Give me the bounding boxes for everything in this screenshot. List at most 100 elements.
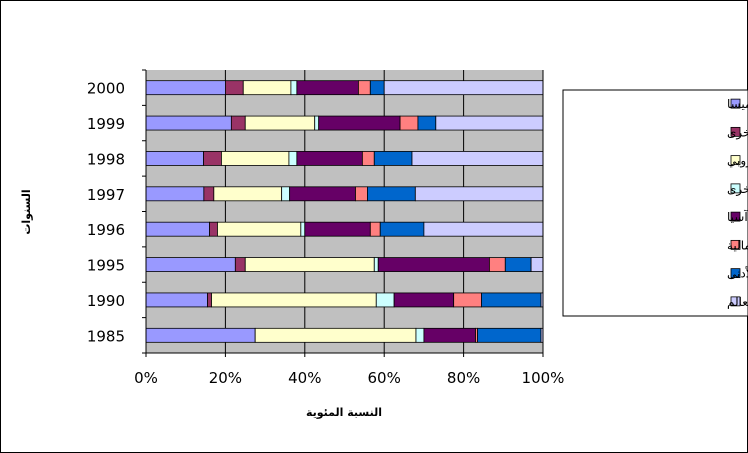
bar-1999-series-5: [399, 115, 419, 131]
bar-1998-series-5: [361, 151, 375, 166]
bar-1995-series-2: [244, 257, 375, 272]
bar-1999-series-3: [314, 115, 320, 131]
bar-1995-series-6: [504, 257, 532, 272]
x-tick-label-1: 20%: [209, 369, 242, 387]
legend-label-3: البلدان الأوروبية الأخرى: [727, 181, 748, 197]
bar-1985-series-4: [423, 327, 476, 343]
bar-1990-series-6: [481, 292, 542, 308]
x-tick-label-4: 80%: [447, 369, 480, 387]
bar-1999-series-4: [318, 115, 401, 131]
y-tick-label-1996: 1996: [87, 221, 125, 239]
plot-area: [146, 70, 543, 353]
bar-2000-series-6: [369, 80, 385, 96]
legend-label-0: الكوميسا: [727, 97, 748, 112]
y-tick-label-1999: 1999: [87, 115, 125, 133]
bar-1990-series-1: [207, 292, 212, 308]
bars: [145, 80, 544, 343]
bar-1990-series-2: [211, 292, 377, 308]
bar-1995-series-5: [489, 257, 506, 272]
bar-1999-series-1: [230, 115, 246, 131]
bar-1997-series-7: [414, 186, 544, 202]
bar-2000-series-0: [145, 80, 226, 96]
legend-swatch-1: [730, 126, 741, 137]
bar-1990-series-0: [145, 292, 208, 308]
bar-1996-series-5: [369, 221, 381, 237]
x-tick-label-3: 60%: [368, 369, 401, 387]
bar-1985-series-2: [254, 327, 417, 343]
bar-1997-series-1: [203, 186, 215, 202]
bar-1990-series-5: [453, 292, 482, 308]
y-tick-label-1985: 1985: [87, 327, 125, 345]
bar-1996-series-1: [209, 221, 218, 237]
bar-1999-series-2: [244, 115, 316, 131]
bar-2000-series-4: [296, 80, 359, 96]
legend-swatch-4: [730, 211, 741, 222]
legend-box: [562, 89, 748, 317]
bar-2000-series-5: [357, 80, 371, 96]
legend: الكوميسا البلدان الإفريقية الأخرى الاتحاد …: [562, 89, 748, 317]
bar-1995-series-1: [234, 257, 246, 272]
bar-1998-series-4: [296, 151, 363, 166]
bar-1996-series-2: [217, 221, 302, 237]
x-tick-label-0: 0%: [134, 369, 158, 387]
x-tick-label-2: 40%: [288, 369, 321, 387]
legend-label-1: البلدان الإفريقية الأخرى: [727, 124, 748, 140]
y-tick-label-2000: 2000: [87, 80, 125, 98]
bar-2000-series-7: [383, 80, 544, 96]
x-tick-label-5: 100%: [522, 369, 565, 387]
legend-label-4: آسيا: [727, 209, 748, 224]
bar-1985-series-6: [477, 327, 542, 343]
bar-1999-series-6: [417, 115, 437, 131]
bar-1985-series-0: [145, 327, 256, 343]
bar-1998-series-0: [145, 151, 204, 166]
bar-1995-series-7: [530, 257, 544, 272]
bar-2000-series-2: [242, 80, 292, 96]
bar-1998-series-2: [221, 151, 290, 166]
bar-2000-series-1: [224, 80, 244, 96]
bar-1998-series-6: [373, 151, 413, 166]
bar-1996-series-7: [423, 221, 544, 237]
bar-1997-series-2: [213, 186, 283, 202]
bar-1999-series-0: [145, 115, 232, 131]
bar-1996-series-4: [304, 221, 371, 237]
bar-1995-series-4: [377, 257, 490, 272]
bar-1998-series-7: [411, 151, 544, 166]
legend-swatch-7: [730, 296, 741, 307]
bar-1997-series-0: [145, 186, 205, 202]
x-axis-title: النسبة المئوية: [306, 406, 382, 419]
y-tick-label-1990: 1990: [87, 292, 125, 310]
bar-1990-series-4: [393, 292, 455, 308]
axes: [142, 69, 544, 357]
bar-1997-series-3: [281, 186, 291, 202]
bar-2000-series-3: [290, 80, 298, 96]
legend-swatch-5: [730, 239, 741, 250]
bar-1996-series-6: [379, 221, 425, 237]
legend-swatch-0: [730, 98, 741, 109]
bar-1997-series-6: [367, 186, 416, 202]
y-axis-title: السنوات: [20, 189, 33, 234]
legend-swatch-6: [730, 268, 741, 279]
y-tick-label-1997: 1997: [87, 186, 125, 204]
bar-1998-series-3: [288, 151, 298, 166]
y-tick-label-1998: 1998: [87, 150, 125, 168]
legend-label-6: الشرق الأدنى: [727, 266, 748, 282]
bar-1996-series-3: [300, 221, 306, 237]
tick-labels: 0% 20% 40% 60% 80% 100% 2000 1999 1998 1997 1996 19…: [87, 80, 565, 387]
legend-label-7: بقية دول العالم: [727, 295, 748, 310]
legend-label-2: الاتحاد الأوروبي: [727, 153, 748, 169]
bar-1995-series-3: [373, 257, 379, 272]
y-tick-label-1995: 1995: [87, 257, 125, 275]
bar-1998-series-1: [203, 151, 222, 166]
bar-1995-series-0: [145, 257, 236, 272]
bar-1999-series-7: [435, 115, 544, 131]
legend-swatch-2: [730, 155, 741, 166]
legend-label-5: أمريكا الشمالية: [727, 237, 748, 253]
bar-1997-series-5: [355, 186, 368, 202]
legend-swatch-3: [730, 183, 741, 194]
bar-1985-series-3: [415, 327, 425, 343]
bar-1990-series-3: [375, 292, 395, 308]
bar-1997-series-4: [289, 186, 356, 202]
bar-1996-series-0: [145, 221, 210, 237]
